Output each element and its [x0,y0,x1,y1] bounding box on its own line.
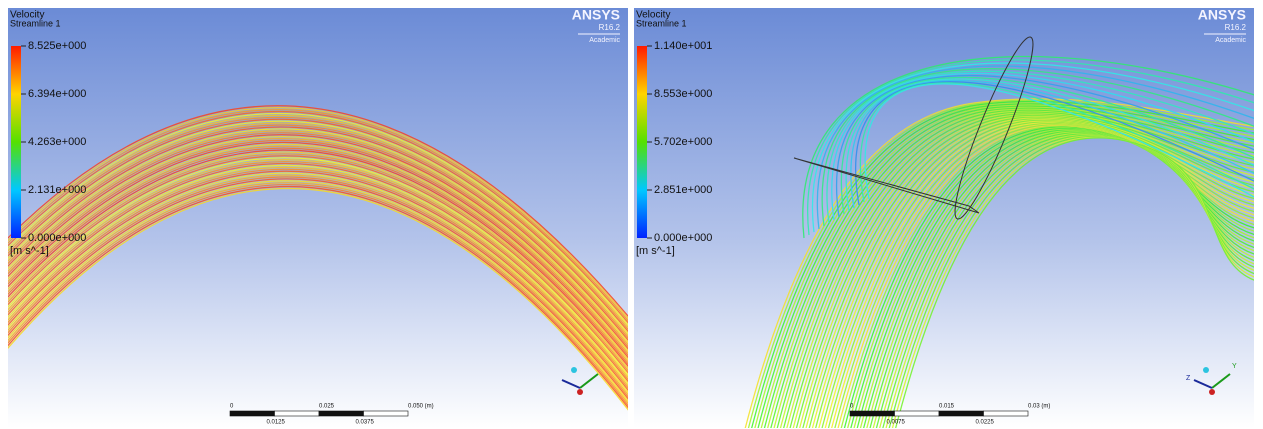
triad-origin [1209,389,1215,395]
scale-bar-segment [230,411,275,416]
color-bar-label: 0.000e+000 [654,232,712,244]
color-bar-label: 8.553e+000 [654,88,712,100]
color-bar-label: 5.702e+000 [654,136,712,148]
scale-bar-label: 0.015 [939,404,955,410]
scale-bar-segment [895,411,940,416]
logo-edition: Academic [589,37,620,44]
triad-label: Y [1232,363,1237,370]
color-bar-label: 2.131e+000 [28,184,86,196]
scale-bar-segment [984,411,1029,416]
triad-label: Z [1186,375,1191,382]
scale-bar-label: 0.0125 [267,420,286,426]
legend-subtitle: Streamline 1 [10,18,61,28]
color-bar-label: 6.394e+000 [28,88,86,100]
legend-unit: [m s^-1] [636,245,675,257]
scale-bar-segment [364,411,409,416]
scale-bar-segment [939,411,984,416]
color-bar-label: 1.140e+001 [654,40,712,52]
scale-bar-label: 0.0075 [887,420,906,426]
color-bar [637,46,647,238]
scale-bar-label: 0.0375 [356,420,375,426]
render-panel: VelocityStreamline 18.525e+0006.394e+000… [0,7,638,428]
scale-bar-segment [850,411,895,416]
logo-version: R16.2 [599,23,621,32]
scale-bar-label: 0.050 (m) [408,404,434,410]
logo-name: ANSYS [1198,7,1246,23]
logo-edition: Academic [1215,37,1246,44]
triad-ball [571,367,577,373]
scale-bar-label: 0.03 (m) [1028,404,1050,410]
render-panel: VelocityStreamline 11.140e+0018.553e+000… [634,7,1263,429]
scale-bar-segment [319,411,364,416]
screenshot: VelocityStreamline 18.525e+0006.394e+000… [0,0,1263,429]
color-bar-label: 0.000e+000 [28,232,86,244]
color-bar [11,46,21,238]
color-bar-label: 2.851e+000 [654,184,712,196]
color-bar-label: 4.263e+000 [28,136,86,148]
logo-name: ANSYS [572,7,620,23]
legend-unit: [m s^-1] [10,245,49,257]
logo-version: R16.2 [1225,23,1247,32]
legend-subtitle: Streamline 1 [636,18,687,28]
triad-origin [577,389,583,395]
color-bar-label: 8.525e+000 [28,40,86,52]
scale-bar-segment [275,411,320,416]
scale-bar-label: 0.0225 [976,420,995,426]
triad-ball [1203,367,1209,373]
scale-bar-label: 0.025 [319,404,335,410]
